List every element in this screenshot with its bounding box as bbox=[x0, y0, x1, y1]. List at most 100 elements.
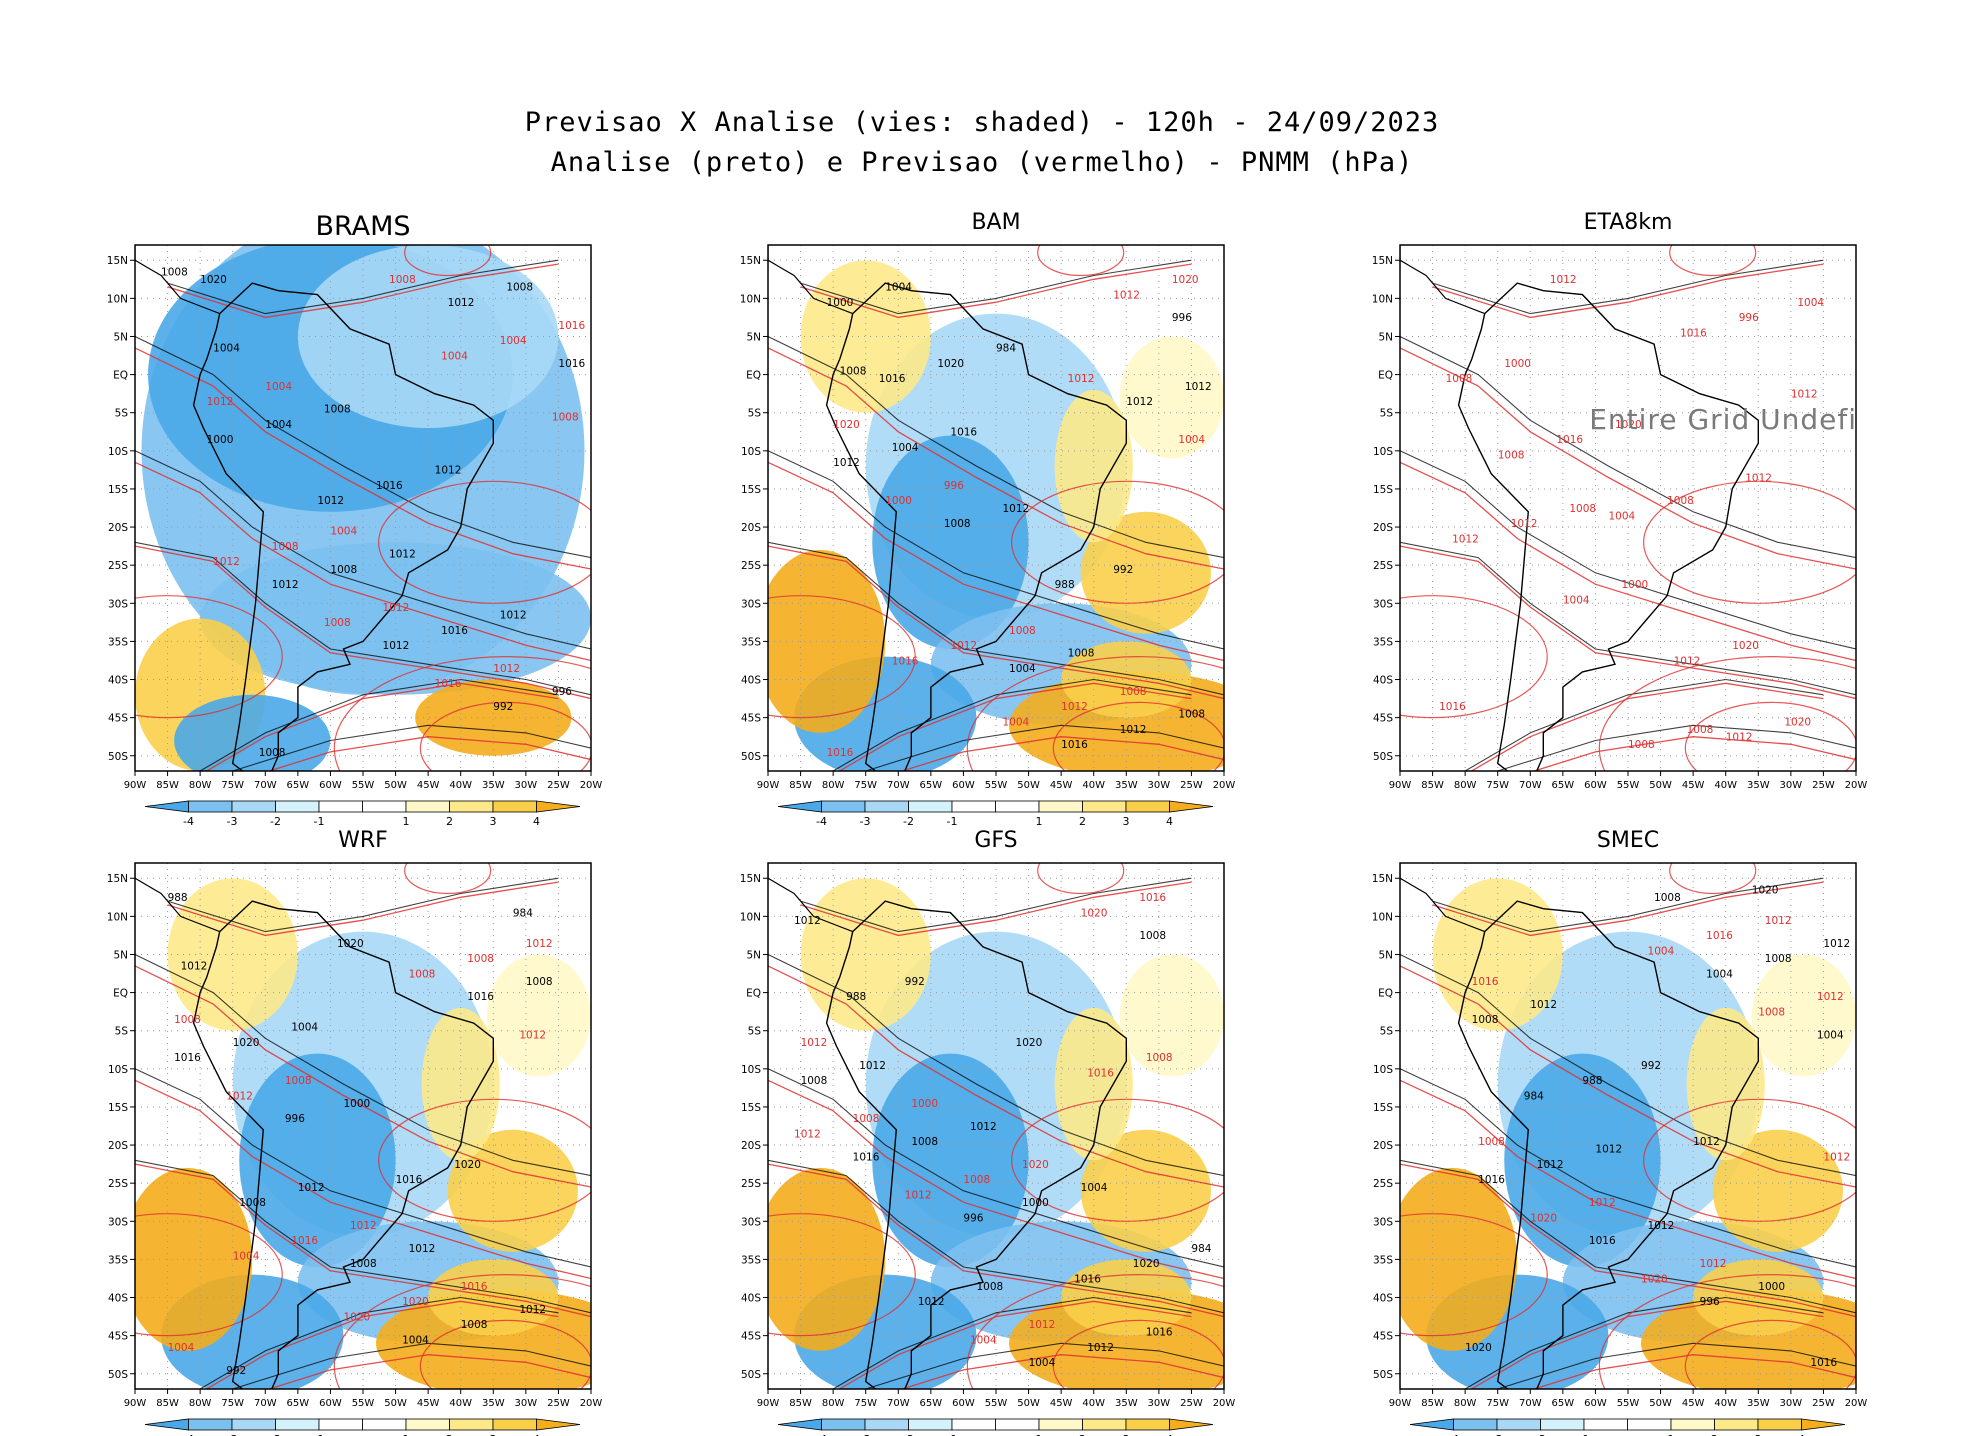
isobar-label: 1012 bbox=[1693, 1136, 1720, 1148]
isobar-label: 1008 bbox=[409, 968, 436, 980]
colorbar-label: -1 bbox=[1579, 1433, 1590, 1436]
y-tick-label: 10N bbox=[107, 911, 128, 923]
y-tick-label: 20S bbox=[741, 522, 761, 534]
y-tick-label: 35S bbox=[741, 1254, 761, 1266]
analysis-isobar bbox=[800, 259, 1192, 315]
forecast-isobar bbox=[1684, 1319, 1856, 1389]
isobar-label: 1012 bbox=[1061, 701, 1088, 713]
isobar-label: 1020 bbox=[1784, 716, 1811, 728]
isobar-label: 1012 bbox=[950, 640, 977, 652]
colorbar-label: -2 bbox=[903, 815, 914, 828]
isobar-label: 1008 bbox=[552, 411, 579, 423]
isobar-label: 1008 bbox=[461, 1319, 488, 1331]
forecast-isobar bbox=[1532, 736, 1856, 771]
y-tick-label: 20S bbox=[1373, 522, 1393, 534]
y-tick-label: 15N bbox=[107, 873, 128, 885]
colorbar-label: -2 bbox=[903, 1433, 914, 1436]
map-area: 1008 1008 1012 1012 1008 1012 1004 1016 1012 1016… bbox=[135, 245, 591, 771]
isobar-label: 1016 bbox=[1061, 739, 1088, 751]
panel-title: BAM bbox=[971, 210, 1020, 235]
isobar-label: 1020 bbox=[200, 274, 227, 286]
y-tick-label: 35S bbox=[741, 636, 761, 648]
forecast-isobar bbox=[135, 347, 591, 570]
isobar-label: 1004 bbox=[1648, 945, 1675, 957]
isobar-label: 1016 bbox=[1680, 327, 1707, 339]
isobar-label: 1004 bbox=[168, 1342, 195, 1354]
forecast-isobar bbox=[333, 656, 591, 771]
x-tick-label: 75W bbox=[221, 780, 244, 791]
x-tick-label: 60W bbox=[952, 1398, 975, 1409]
panel-title: SMEC bbox=[1597, 828, 1659, 853]
y-tick-label: 25S bbox=[1373, 560, 1393, 572]
isobar-label: 1012 bbox=[500, 610, 527, 622]
panel-title: GFS bbox=[974, 828, 1017, 853]
forecast-isobar bbox=[1470, 682, 1824, 771]
isobar-label: 984 bbox=[996, 343, 1016, 355]
isobar-label: 1012 bbox=[1126, 396, 1153, 408]
analysis-isobar bbox=[865, 1342, 1224, 1389]
map-area: 1008 1012 1012 1016 1012 1008 1004 1012 1016 1012… bbox=[1400, 863, 1856, 1389]
panel-eta8km: ETA8km 1012 1008 1008 1008 1012 1012 1004 996 101… bbox=[1355, 190, 1955, 791]
colorbar-label: -2 bbox=[1535, 1433, 1546, 1436]
x-tick-label: 30W bbox=[1148, 1398, 1171, 1409]
forecast-isobar bbox=[1400, 1163, 1856, 1318]
colorbar-label: -2 bbox=[270, 815, 281, 828]
isobar-label: 1004 bbox=[1706, 968, 1733, 980]
y-tick-label: 30S bbox=[1373, 1216, 1393, 1228]
isobar-label: 1000 bbox=[1621, 579, 1648, 591]
isobar-label: 1004 bbox=[291, 1022, 318, 1034]
panel-title: ETA8km bbox=[1584, 210, 1673, 235]
x-tick-label: 20W bbox=[1845, 780, 1868, 791]
x-tick-label: 25W bbox=[1812, 1398, 1835, 1409]
panel-svg: BAM1008101210121008100410161004101210081… bbox=[740, 210, 1236, 828]
isobar-label: 1012 bbox=[1029, 1319, 1056, 1331]
isobar-label: 1012 bbox=[272, 579, 299, 591]
forecast-isobar bbox=[135, 965, 591, 1188]
forecast-isobar bbox=[800, 263, 1192, 319]
isobar-label: 1012 bbox=[1595, 1144, 1622, 1156]
forecast-isobar bbox=[768, 545, 1224, 700]
x-tick-label: 35W bbox=[482, 780, 505, 791]
bias-shade-region bbox=[486, 954, 591, 1077]
colorbar-label: 2 bbox=[1079, 1433, 1086, 1436]
x-tick-label: 55W bbox=[1617, 1398, 1640, 1409]
y-tick-label: 10S bbox=[108, 1064, 128, 1076]
y-tick-label: 10S bbox=[741, 446, 761, 458]
isobar-label: 1012 bbox=[794, 915, 821, 927]
forecast-isobar bbox=[838, 682, 1192, 771]
analysis-isobar bbox=[135, 954, 591, 1177]
forecast-isobar bbox=[1011, 1098, 1224, 1222]
x-tick-label: 70W bbox=[1519, 780, 1542, 791]
y-tick-label: EQ bbox=[1378, 988, 1393, 1000]
analysis-isobar bbox=[1497, 1342, 1856, 1389]
isobar-label: 1020 bbox=[402, 1296, 429, 1308]
forecast-isobar bbox=[768, 1079, 1224, 1280]
analysis-isobar bbox=[768, 336, 1224, 559]
x-tick-label: 70W bbox=[887, 780, 910, 791]
forecast-isobar bbox=[1011, 480, 1224, 604]
isobar-label: 1016 bbox=[467, 991, 494, 1003]
forecast-isobar bbox=[205, 1300, 559, 1389]
isobar-label: 1020 bbox=[454, 1159, 481, 1171]
isobar-label: 1012 bbox=[383, 602, 410, 614]
colorbar-label: 4 bbox=[1798, 1433, 1805, 1436]
isobar-label: 988 bbox=[168, 892, 188, 904]
isobar-label: 1016 bbox=[461, 1281, 488, 1293]
y-tick-label: 45S bbox=[1373, 713, 1393, 725]
y-tick-label: 20S bbox=[108, 522, 128, 534]
analysis-isobar bbox=[1400, 1159, 1856, 1314]
x-tick-label: 60W bbox=[319, 780, 342, 791]
forecast-isobar bbox=[267, 1354, 591, 1389]
forecast-isobar bbox=[1643, 480, 1856, 604]
y-tick-label: 10S bbox=[1373, 1064, 1393, 1076]
isobar-label: 1016 bbox=[435, 678, 462, 690]
forecast-isobar bbox=[404, 863, 492, 895]
x-tick-label: 50W bbox=[1649, 1398, 1672, 1409]
isobar-label: 1012 bbox=[435, 465, 462, 477]
forecast-isobar bbox=[768, 461, 1224, 662]
x-tick-label: 40W bbox=[449, 780, 472, 791]
x-tick-label: 45W bbox=[417, 780, 440, 791]
y-tick-label: 45S bbox=[741, 713, 761, 725]
x-tick-label: 40W bbox=[449, 1398, 472, 1409]
isobar-label: 1008 bbox=[1667, 495, 1694, 507]
